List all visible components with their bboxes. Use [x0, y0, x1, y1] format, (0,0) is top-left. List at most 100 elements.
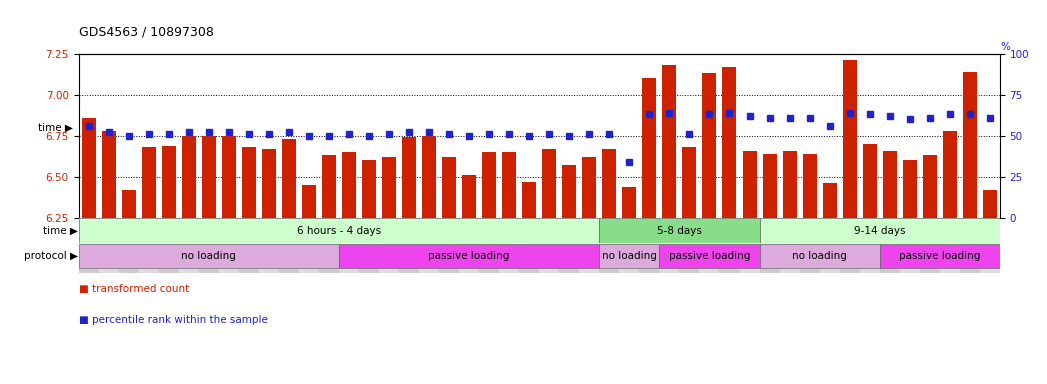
Bar — [182, 136, 196, 218]
Bar — [823, 183, 837, 218]
Bar — [179, 269, 199, 273]
Bar — [620, 269, 640, 273]
Bar — [719, 269, 739, 273]
Bar — [663, 65, 676, 218]
Bar — [739, 269, 759, 273]
Bar — [98, 269, 118, 273]
Bar — [963, 72, 977, 218]
Bar — [940, 269, 960, 273]
Bar — [302, 185, 316, 218]
Bar — [141, 147, 156, 218]
Bar — [459, 269, 480, 273]
Bar — [582, 157, 597, 218]
Bar — [239, 269, 259, 273]
Bar — [219, 269, 239, 273]
Bar — [282, 139, 296, 218]
Bar — [399, 269, 419, 273]
Text: protocol ▶: protocol ▶ — [24, 251, 79, 261]
Bar — [298, 269, 319, 273]
Text: passive loading: passive loading — [428, 251, 510, 261]
Bar — [339, 244, 599, 268]
Bar — [703, 73, 716, 218]
Bar — [359, 269, 379, 273]
Bar — [942, 131, 957, 218]
Bar — [138, 269, 159, 273]
Bar — [759, 218, 1000, 243]
Text: passive loading: passive loading — [669, 251, 750, 261]
Bar — [879, 269, 899, 273]
Bar — [800, 269, 820, 273]
Bar — [439, 269, 459, 273]
Bar — [899, 269, 919, 273]
Text: no loading: no loading — [602, 251, 656, 261]
Text: ■ percentile rank within the sample: ■ percentile rank within the sample — [79, 315, 267, 325]
Bar — [342, 152, 356, 218]
Bar — [480, 269, 499, 273]
Text: time ▶: time ▶ — [43, 225, 79, 235]
Bar — [803, 154, 817, 218]
Bar — [640, 269, 660, 273]
Bar — [499, 269, 519, 273]
Bar — [102, 131, 115, 218]
Bar — [462, 175, 476, 218]
Text: no loading: no loading — [793, 251, 847, 261]
Bar — [782, 151, 797, 218]
Bar — [121, 190, 136, 218]
Bar — [699, 269, 719, 273]
Bar — [660, 244, 759, 268]
Bar — [321, 156, 336, 218]
Bar — [482, 152, 496, 218]
Text: %: % — [1000, 42, 1009, 52]
Text: passive loading: passive loading — [899, 251, 980, 261]
Bar — [922, 156, 937, 218]
Bar — [683, 147, 696, 218]
Bar — [919, 269, 940, 273]
Bar — [242, 147, 255, 218]
Bar — [863, 144, 876, 218]
Bar — [419, 269, 439, 273]
Bar — [542, 149, 556, 218]
Bar — [279, 269, 298, 273]
Bar — [161, 146, 176, 218]
Bar — [522, 182, 536, 218]
Bar — [222, 136, 236, 218]
Bar — [680, 269, 699, 273]
Bar — [79, 244, 339, 268]
Bar — [622, 187, 637, 218]
Bar — [860, 269, 879, 273]
Bar — [879, 244, 1000, 268]
Bar — [362, 161, 376, 218]
Bar — [780, 269, 800, 273]
Text: no loading: no loading — [181, 251, 237, 261]
Bar — [382, 157, 396, 218]
Bar — [742, 151, 757, 218]
Bar — [559, 269, 579, 273]
Bar — [599, 244, 660, 268]
Text: GDS4563 / 10897308: GDS4563 / 10897308 — [79, 25, 214, 38]
Bar — [759, 269, 780, 273]
Bar — [79, 218, 599, 243]
Bar — [843, 60, 856, 218]
Bar — [660, 269, 680, 273]
Bar — [759, 244, 879, 268]
Bar — [579, 269, 599, 273]
Bar — [79, 269, 98, 273]
Bar — [762, 154, 777, 218]
Bar — [339, 269, 359, 273]
Text: time ▶: time ▶ — [39, 123, 73, 133]
Bar — [442, 157, 456, 218]
Bar — [599, 269, 620, 273]
Bar — [118, 269, 138, 273]
Bar — [539, 269, 559, 273]
Bar — [202, 136, 216, 218]
Bar — [319, 269, 339, 273]
Bar — [980, 269, 1000, 273]
Text: ■ transformed count: ■ transformed count — [79, 284, 188, 294]
Bar — [883, 151, 896, 218]
Bar — [503, 152, 516, 218]
Bar — [903, 161, 917, 218]
Text: 9-14 days: 9-14 days — [854, 225, 906, 235]
Bar — [379, 269, 399, 273]
Bar — [983, 190, 997, 218]
Bar — [199, 269, 219, 273]
